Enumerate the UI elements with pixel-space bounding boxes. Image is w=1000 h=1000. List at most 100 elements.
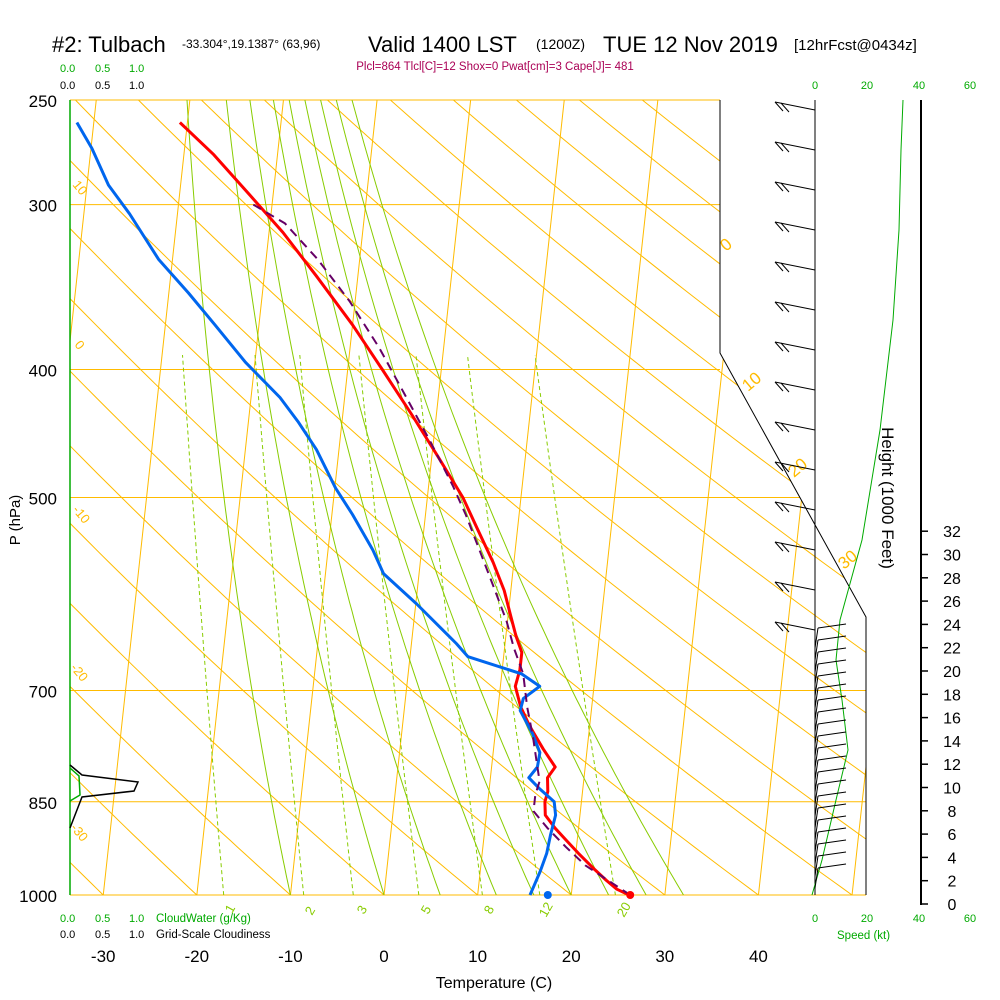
temperature-tick-label: 40 <box>749 947 768 966</box>
mixing-ratio-lines <box>182 354 621 895</box>
cloud-scale-bottom: 0.0 0.5 1.0 CloudWater (g/Kg) 0.0 0.5 1.… <box>60 913 271 941</box>
forecast-date: TUE 12 Nov 2019 <box>603 32 778 57</box>
temperature-ticks: -30 -20 -10 0 10 20 30 40 <box>91 947 768 966</box>
wind-barb-staff <box>814 651 819 673</box>
height-tick-label: 6 <box>948 827 957 844</box>
mixing-ratio-label: 3 <box>354 903 371 917</box>
isotherm <box>380 100 474 895</box>
wind-barb-staff <box>814 819 819 841</box>
wind-barb-feather <box>774 261 784 272</box>
wind-barb-feather <box>780 502 790 513</box>
dry-adiabat <box>70 100 418 895</box>
height-tick-label: 12 <box>943 757 961 774</box>
wind-barb-feather <box>774 101 784 112</box>
wind-barb-feather <box>774 461 784 472</box>
pressure-tick-label: 500 <box>29 490 57 509</box>
height-tick-label: 22 <box>943 641 961 658</box>
wind-barb-feather <box>817 815 847 821</box>
wind-panel: 0 20 40 60 0 20 40 60 Speed (kt) <box>774 80 976 942</box>
wind-barb-feather <box>817 767 847 773</box>
dry-adiabat <box>70 100 323 895</box>
wind-barb-feather <box>817 803 847 809</box>
wind-barb-feather <box>817 683 847 689</box>
wind-barb-feather <box>774 301 784 312</box>
height-tick-label: 8 <box>948 804 957 821</box>
cloud-scale-bottom-black-2: 1.0 <box>129 929 144 941</box>
cloud-scale-top-green-2: 1.0 <box>129 63 144 75</box>
wind-barb-feather <box>817 695 847 701</box>
dry-adiabat <box>70 100 866 895</box>
height-tick-label: 0 <box>948 897 957 914</box>
isotherm-lines <box>70 100 866 895</box>
pressure-tick-label: 400 <box>29 362 57 381</box>
dewpoint-surface-marker <box>543 891 552 899</box>
cloud-scale-top-black-2: 1.0 <box>129 80 144 92</box>
dry-adiabat <box>426 100 866 895</box>
pressure-axis-label: P (hPa) <box>7 495 24 546</box>
wind-barb-staff <box>814 723 819 745</box>
dry-adiabat <box>239 100 866 895</box>
moist-adiabat <box>284 100 548 895</box>
temperature-tick-label: -10 <box>278 947 303 966</box>
wind-barb-staff <box>814 855 819 877</box>
cloudiness-profile <box>69 764 140 829</box>
dry-adiabat-label: -10 <box>70 502 94 526</box>
cloud-scale-bottom-black-1: 0.5 <box>95 929 110 941</box>
dry-adiabat <box>177 100 866 895</box>
isotherm <box>661 100 755 895</box>
height-tick-label: 26 <box>943 594 961 611</box>
wind-barb-feather <box>780 542 790 553</box>
isotherm <box>70 100 100 895</box>
wind-barb-feather <box>774 421 784 432</box>
wind-barb-feather <box>817 863 847 869</box>
moist-adiabat <box>185 100 297 895</box>
mixing-ratio-line <box>534 354 621 895</box>
dry-adiabat-label: -20 <box>68 660 92 684</box>
temperature-tick-label: 0 <box>379 947 388 966</box>
height-axis-label: Height (1000 Feet) <box>878 427 897 569</box>
isobar-lines <box>70 99 866 896</box>
wind-barb-feather <box>780 222 790 233</box>
moist-adiabat <box>314 100 624 895</box>
dry-adiabat-lines <box>70 100 866 895</box>
wind-barb-feather <box>817 827 847 833</box>
wind-barbs <box>774 101 847 889</box>
cloudwater-label: CloudWater (g/Kg) <box>156 913 251 925</box>
mixing-ratio-line <box>358 354 423 895</box>
wind-barb-staff <box>814 807 819 829</box>
wind-barb-staff <box>814 771 819 793</box>
wind-barb-feather <box>774 541 784 552</box>
height-tick-label: 20 <box>943 664 961 681</box>
wind-barb-feather <box>817 755 847 761</box>
wind-barb-feather <box>774 581 784 592</box>
wind-barb-feather <box>774 621 784 632</box>
height-tick-label: 28 <box>943 571 961 588</box>
wind-barb-staff <box>814 711 819 733</box>
cloud-scale-bottom-black-0: 0.0 <box>60 929 75 941</box>
wind-barb-feather <box>780 182 790 193</box>
dry-adiabat <box>114 100 866 895</box>
wind-barb-feather <box>817 839 847 845</box>
pressure-tick-label: 250 <box>29 92 57 111</box>
dry-adiabat <box>70 100 797 895</box>
wind-barb-feather <box>817 635 847 641</box>
height-tick-label: 2 <box>948 874 957 891</box>
isotherm <box>99 100 193 895</box>
mixing-ratio-line <box>254 354 307 895</box>
height-tick-label: 18 <box>943 687 961 704</box>
wind-barb-feather <box>774 181 784 192</box>
cloud-scale-top: 0.0 0.5 1.0 0.0 0.5 1.0 <box>60 63 144 92</box>
temperature-tick-label: -30 <box>91 947 116 966</box>
moist-adiabat <box>330 100 663 895</box>
wind-barb-feather <box>774 221 784 232</box>
moist-adiabat <box>269 100 509 895</box>
wind-barb-staff <box>814 759 819 781</box>
wind-barb-feather <box>817 623 847 629</box>
valid-time: Valid 1400 LST <box>368 32 517 57</box>
height-tick-label: 24 <box>943 617 961 634</box>
speed-tick-top: 40 <box>913 80 925 92</box>
dry-adiabat <box>301 100 866 895</box>
forecast-info: [12hrFcst@0434z] <box>794 37 917 54</box>
cloudwater-profile <box>69 767 81 802</box>
wind-barb-feather <box>780 582 790 593</box>
